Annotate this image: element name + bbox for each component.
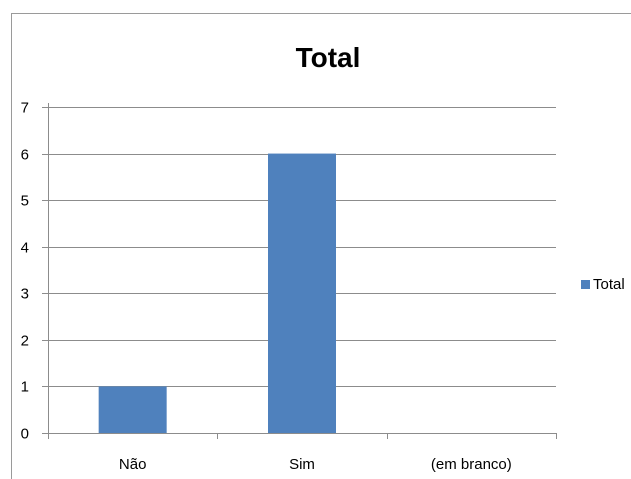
y-tick-label: 5 — [21, 193, 29, 210]
legend-swatch — [581, 280, 590, 289]
y-tick-label: 3 — [21, 286, 29, 303]
y-tick-label: 0 — [21, 426, 29, 443]
x-tick-label: Não — [119, 456, 147, 473]
y-tick-label: 1 — [21, 379, 29, 396]
chart-title: Total — [296, 42, 361, 73]
y-tick-label: 6 — [21, 147, 29, 164]
legend-label: Total — [593, 276, 625, 293]
x-tick-label: (em branco) — [431, 456, 512, 473]
bar-2 — [268, 153, 336, 434]
y-tick-label: 2 — [21, 333, 29, 350]
x-tick-label: Sim — [289, 456, 315, 473]
bar-1 — [98, 386, 167, 433]
y-tick-label: 4 — [21, 240, 29, 257]
y-tick-label: 7 — [21, 100, 29, 117]
